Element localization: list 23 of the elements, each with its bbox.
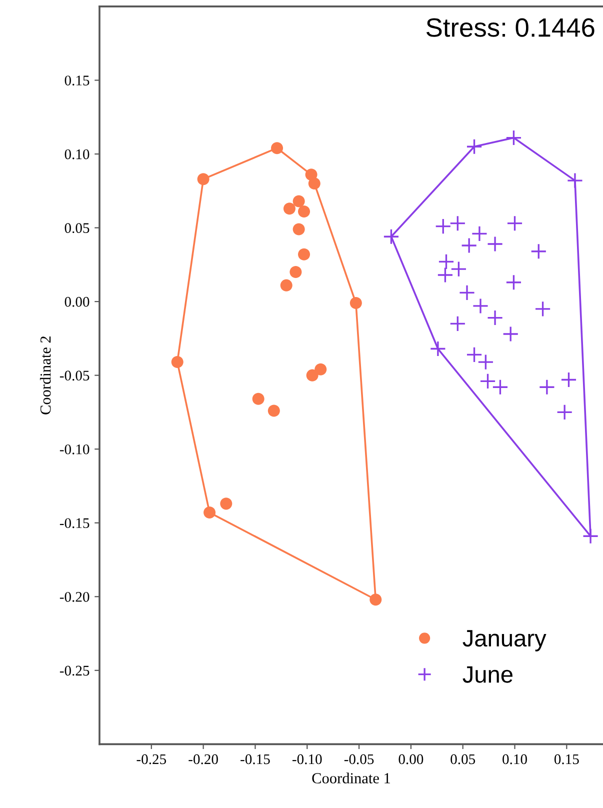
x-tick-label: 0.15: [554, 754, 579, 764]
y-tick-label: 0.05: [64, 223, 90, 234]
y-tick-label: 0.15: [64, 76, 90, 86]
x-axis-title: Coordinate 1: [312, 772, 390, 784]
y-tick-label: -0.20: [60, 592, 90, 602]
x-tick-label: -0.05: [344, 754, 374, 764]
x-tick-label: -0.10: [292, 754, 322, 764]
x-tick-label: -0.25: [136, 754, 166, 764]
y-axis-title: Coordinate 2: [40, 336, 51, 414]
y-tick-label: -0.25: [60, 666, 90, 676]
x-tick-label: -0.20: [188, 754, 218, 764]
y-tick-label: 0.00: [64, 296, 90, 307]
y-tick-label: -0.15: [60, 518, 90, 528]
y-tick-label: -0.10: [60, 444, 90, 454]
x-tick-label: 0.10: [502, 754, 527, 764]
x-tick-label: -0.15: [240, 754, 270, 764]
y-tick-label: -0.05: [60, 370, 90, 381]
y-tick-label: 0.10: [64, 149, 90, 160]
x-tick-label: 0.00: [398, 754, 424, 764]
x-tick-label: 0.05: [450, 754, 476, 764]
legend-label: June: [462, 666, 512, 683]
legend-label: January: [462, 630, 546, 652]
annotation: Stress: 0.1446: [426, 18, 594, 37]
